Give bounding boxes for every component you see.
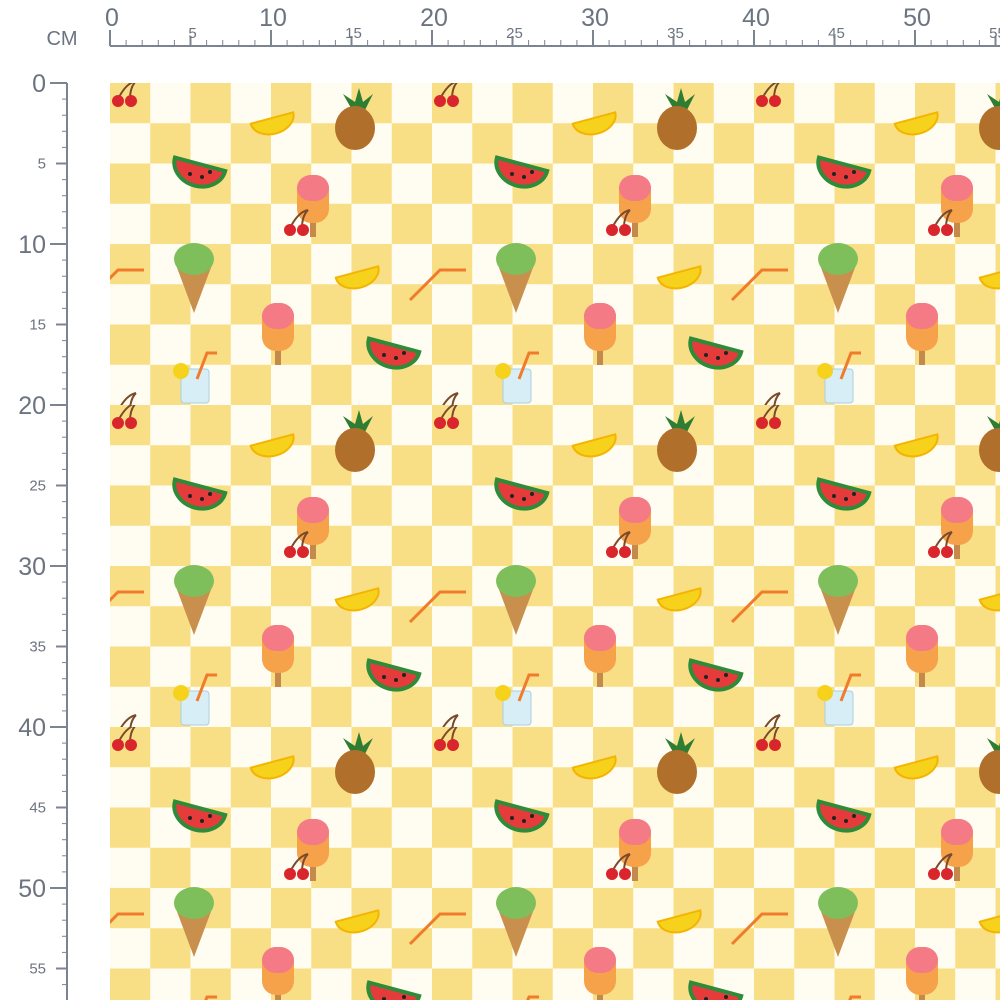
top-tick-label: 35: [667, 25, 684, 42]
fabric-motifs: [110, 83, 1000, 1000]
top-tick-label: 5: [188, 25, 196, 42]
left-tick-label: 35: [29, 639, 46, 656]
top-tick-label: 55: [989, 25, 1000, 42]
top-tick-label: 30: [581, 4, 609, 32]
left-tick-label: 10: [18, 231, 46, 259]
top-tick-label: 45: [828, 25, 845, 42]
left-tick-label: 30: [18, 553, 46, 581]
top-tick-label: 0: [105, 4, 119, 32]
top-tick-label: 10: [259, 4, 287, 32]
left-tick-label: 55: [29, 961, 46, 978]
top-tick-label: 50: [903, 4, 931, 32]
top-tick-label: 40: [742, 4, 770, 32]
top-tick-label: 20: [420, 4, 448, 32]
top-tick-label: 15: [345, 25, 362, 42]
top-tick-label: 25: [506, 25, 523, 42]
left-tick-label: 40: [18, 714, 46, 742]
unit-label: CM: [46, 28, 77, 50]
left-tick-label: 20: [18, 392, 46, 420]
left-tick-label: 15: [29, 317, 46, 334]
left-tick-label: 50: [18, 875, 46, 903]
left-tick-label: 25: [29, 478, 46, 495]
left-tick-label: 0: [32, 70, 46, 98]
left-tick-label: 5: [38, 156, 46, 173]
left-tick-label: 45: [29, 800, 46, 817]
ruler-ticks: 0 5 10 15 20 25 30 35 40 45 50 55 0 5 10 15 20 25 30 35 40 45…: [18, 4, 1000, 986]
